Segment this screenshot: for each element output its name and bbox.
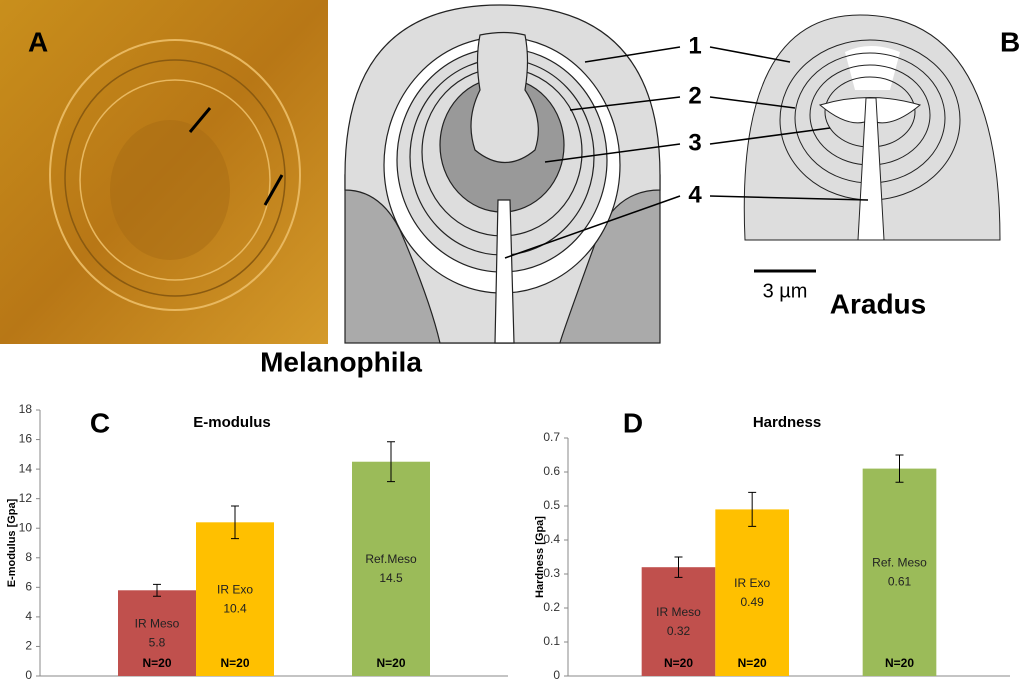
bar-category: Ref. Meso — [872, 555, 927, 569]
n-label: N=20 — [142, 656, 171, 670]
y-axis-label: Hardness [Gpa] — [534, 516, 546, 598]
n-label: N=20 — [376, 656, 405, 670]
value-label: 0.49 — [740, 595, 764, 609]
error-bar — [748, 491, 757, 527]
y-tick-label: 0.6 — [543, 464, 560, 478]
y-tick-label: 0.2 — [543, 600, 560, 614]
value-label: 0.32 — [667, 624, 691, 638]
caption: Aradus — [830, 288, 926, 319]
value-label: 0.61 — [888, 574, 912, 588]
y-tick-label: 4 — [25, 609, 32, 623]
bar-category: IR Exo — [217, 582, 253, 596]
bar-category: Ref.Meso — [365, 552, 417, 566]
n-label: N=20 — [664, 656, 693, 670]
error-bar — [387, 441, 395, 483]
y-tick-label: 0.7 — [543, 430, 560, 444]
y-tick-label: 12 — [19, 491, 33, 505]
value-label: 10.4 — [223, 601, 247, 615]
bar-category: IR Exo — [734, 576, 770, 590]
y-tick-label: 0 — [25, 668, 32, 682]
y-tick-label: 16 — [19, 432, 33, 446]
callout-number: 4 — [688, 181, 702, 208]
error-bar — [895, 454, 904, 483]
bar-category: IR Meso — [135, 616, 180, 630]
chart-title: E-modulus — [193, 414, 271, 431]
value-label: 14.5 — [379, 571, 403, 585]
callout-number: 2 — [688, 82, 701, 109]
panel-label: A — [28, 26, 48, 57]
y-tick-label: 8 — [25, 550, 32, 564]
diagram-left — [344, 4, 661, 344]
n-label: N=20 — [738, 656, 767, 670]
error-bar — [231, 505, 239, 540]
panel-label: C — [90, 407, 110, 438]
scale-label: 3 µm — [763, 280, 808, 302]
callout-number: 3 — [688, 129, 701, 156]
panel-label: D — [623, 407, 643, 438]
y-tick-label: 0.5 — [543, 498, 560, 512]
y-tick-label: 0.3 — [543, 566, 560, 580]
y-tick-label: 0 — [553, 668, 560, 682]
bar — [196, 522, 274, 676]
y-axis-label: E-modulus [Gpa] — [6, 498, 18, 587]
n-label: N=20 — [885, 656, 914, 670]
bar — [641, 567, 716, 676]
y-tick-label: 10 — [19, 520, 33, 534]
charts: C E-modulus E-modulus [Gpa] 0 2 4 6 8 10 12 14 16 18… — [6, 402, 1010, 682]
bar-category: IR Meso — [656, 605, 701, 619]
chart-title: Hardness — [753, 414, 821, 431]
y-tick-label: 6 — [25, 580, 32, 594]
y-tick-label: 0.1 — [543, 634, 560, 648]
value-label: 5.8 — [149, 635, 166, 649]
y-tick-label: 2 — [25, 639, 32, 653]
error-bar — [153, 583, 161, 597]
error-bar — [674, 556, 683, 578]
callout-number: 1 — [688, 32, 701, 59]
panel-label: B — [1000, 26, 1020, 57]
bar — [862, 468, 937, 676]
bar — [715, 509, 789, 676]
caption: Melanophila — [260, 346, 422, 377]
callout-lines — [504, 46, 869, 259]
n-label: N=20 — [220, 656, 249, 670]
photo-panel — [0, 0, 328, 344]
bar — [118, 590, 196, 676]
diagram-right — [743, 14, 1001, 241]
y-tick-label: 14 — [19, 461, 33, 475]
y-tick-label: 18 — [19, 402, 33, 416]
bar — [352, 461, 430, 676]
y-tick-label: 0.4 — [543, 532, 560, 546]
